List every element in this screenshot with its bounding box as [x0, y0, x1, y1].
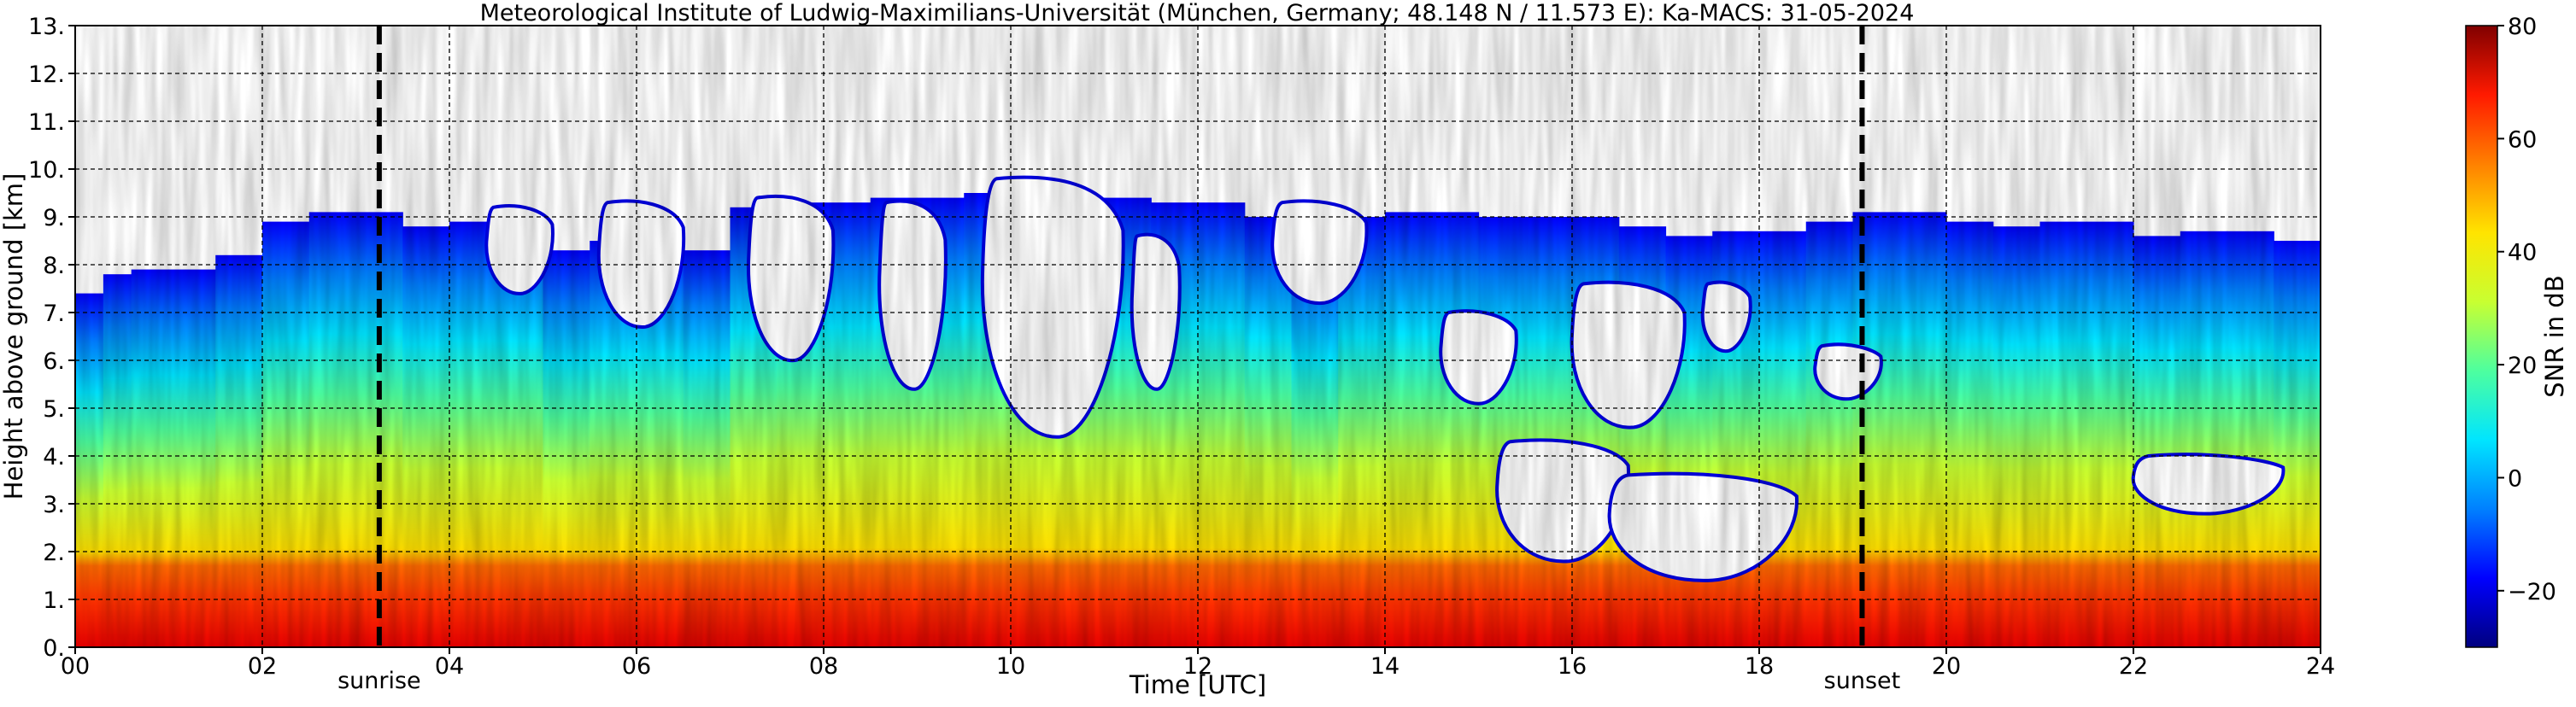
y-tick-label: 6.: [43, 348, 65, 375]
x-tick-label: 08: [809, 653, 838, 680]
grid: [75, 26, 2321, 647]
colorbar-scale: [2465, 25, 2498, 648]
colorbar: −20 0 20 40 60 80 SNR in dB: [2465, 14, 2569, 648]
annotations: sunrise sunset: [337, 26, 1900, 694]
colorbar-tick-label: 80: [2508, 14, 2537, 40]
colorbar-tick-label: −20: [2508, 579, 2556, 605]
chart-title: Meteorological Institute of Ludwig-Maxim…: [480, 0, 1915, 26]
x-tick-label: 06: [622, 653, 651, 680]
y-tick-label: 12.: [28, 61, 65, 88]
colorbar-tick-label: 60: [2508, 126, 2537, 153]
colorbar-tick-label: 20: [2508, 353, 2537, 379]
y-tick-label: 2.: [43, 540, 65, 566]
y-tick-label: 3.: [43, 492, 65, 518]
x-tick-label: 22: [2119, 653, 2148, 680]
y-tick-label: 0.: [43, 635, 65, 662]
x-tick-label: 04: [435, 653, 464, 680]
colorbar-tick-label: 40: [2508, 240, 2537, 266]
y-tick-label: 9.: [43, 205, 65, 231]
x-tick-label: 24: [2306, 653, 2335, 680]
x-tick-label: 10: [996, 653, 1025, 680]
x-axis: 00 02 04 06 08 10 12 14 16 18 20 22 24: [61, 647, 2335, 680]
colorbar-tick-label: 0: [2508, 465, 2522, 492]
x-tick-label: 20: [1932, 653, 1961, 680]
y-tick-label: 11.: [28, 109, 65, 136]
y-axis-label: Height above ground [km]: [0, 173, 28, 500]
y-tick-label: 8.: [43, 253, 65, 279]
x-tick-label: 14: [1370, 653, 1399, 680]
x-tick-label: 02: [248, 653, 277, 680]
x-tick-label: 18: [1745, 653, 1774, 680]
colorbar-ticks: −20 0 20 40 60 80: [2497, 14, 2556, 605]
x-tick-label: 00: [61, 653, 90, 680]
y-tick-label: 7.: [43, 301, 65, 327]
x-axis-label: Time [UTC]: [1129, 670, 1266, 699]
x-tick-label: 16: [1558, 653, 1587, 680]
y-tick-label: 4.: [43, 444, 65, 470]
y-tick-label: 10.: [28, 157, 65, 184]
y-axis: 0. 1. 2. 3. 4. 5. 6. 7. 8. 9. 10. 11. 12. 13.: [28, 14, 75, 662]
sunrise-label: sunrise: [337, 668, 421, 694]
y-tick-label: 5.: [43, 396, 65, 423]
sunset-label: sunset: [1824, 668, 1901, 694]
y-tick-label: 13.: [28, 14, 65, 40]
colorbar-label: SNR in dB: [2540, 275, 2569, 397]
y-tick-label: 1.: [43, 587, 65, 614]
x-tick-label: 12: [1183, 653, 1212, 680]
